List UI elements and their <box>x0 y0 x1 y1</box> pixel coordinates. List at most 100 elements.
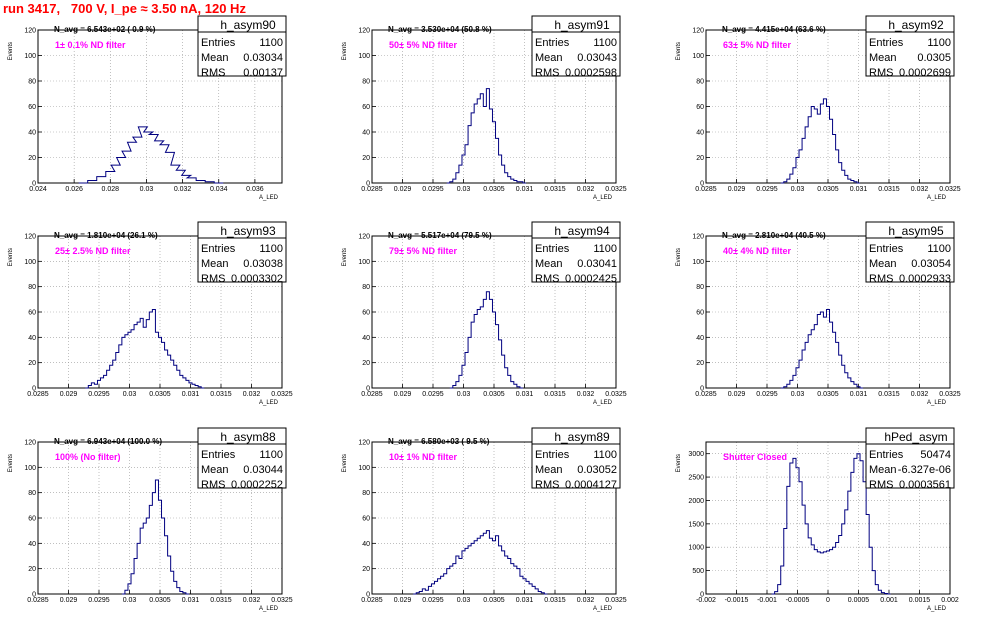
stats-title: h_asym91 <box>554 18 610 32</box>
stats-box-frame <box>531 221 621 283</box>
y-tick-label: 80 <box>362 79 370 86</box>
stats-box: h_asym88 Entries 1100 Mean 0.03044 RMS 0.00022… <box>197 427 287 491</box>
stats-key: Entries <box>201 449 236 461</box>
x-tick-label: 0.032 <box>174 186 192 193</box>
x-tick-label: 0.03 <box>457 186 471 193</box>
y-axis-title: Events <box>342 248 348 266</box>
x-axis-title: A_LED <box>593 606 613 612</box>
x-tick-label: 0.0315 <box>544 597 566 604</box>
x-tick-label: 0.0315 <box>210 597 232 604</box>
panel-h_asym90: 0.024 0.026 0.028 0.03 0.032 0.034 0.036 0 20 40 6… <box>8 15 287 201</box>
stats-key: Entries <box>535 37 570 49</box>
stats-title: h_asym93 <box>220 224 276 238</box>
y-tick-label: 80 <box>362 284 370 291</box>
stats-key: RMS <box>535 273 559 285</box>
x-tick-label: 0.002 <box>941 597 959 604</box>
y-tick-label: 20 <box>28 566 36 573</box>
stats-box-frame <box>531 427 621 489</box>
stats-value: 0.0002425 <box>565 273 617 285</box>
x-tick-label: 0.026 <box>65 186 83 193</box>
navg-label: N_avg = 6.580e+03 ( 9.5 %) <box>388 437 490 446</box>
y-tick-label: 40 <box>696 130 704 137</box>
y-tick-label: 0 <box>366 592 370 599</box>
y-tick-label: 100 <box>358 465 370 472</box>
x-tick-label: 0.0305 <box>483 186 505 193</box>
y-tick-label: 40 <box>696 335 704 342</box>
x-axis-title: A_LED <box>927 606 947 612</box>
stats-box: h_asym90 Entries 1100 Mean 0.03034 RMS 0.00137 <box>197 15 287 79</box>
x-tick-label: 0.036 <box>246 186 264 193</box>
y-tick-label: 0 <box>366 386 370 393</box>
x-tick-label: 0.0305 <box>483 391 505 398</box>
stats-key: Mean <box>535 464 563 476</box>
stats-key: Entries <box>869 449 904 461</box>
x-tick-label: 0.031 <box>850 391 868 398</box>
navg-label: N_avg = 6.543e+02 ( 0.9 %) <box>54 25 156 34</box>
stats-key: RMS <box>535 479 559 491</box>
stats-key: Mean <box>869 464 897 476</box>
y-tick-label: 0 <box>700 181 704 188</box>
y-tick-label: 80 <box>28 284 36 291</box>
y-tick-label: 40 <box>28 130 36 137</box>
y-tick-label: 120 <box>24 28 36 35</box>
x-tick-label: -0.001 <box>757 597 777 604</box>
histogram-line <box>780 308 864 389</box>
x-tick-label: 0.0325 <box>605 391 627 398</box>
stats-box: h_asym95 Entries 1100 Mean 0.03054 RMS 0.00029… <box>865 221 955 285</box>
stats-box: h_asym89 Entries 1100 Mean 0.03052 RMS 0.00041… <box>531 427 621 491</box>
x-tick-label: 0.031 <box>182 597 200 604</box>
x-tick-label: 0.0295 <box>756 186 778 193</box>
stats-value: 1100 <box>593 449 617 461</box>
stats-value: 0.0003302 <box>231 273 283 285</box>
stats-box-frame <box>197 427 287 489</box>
histogram-line <box>121 479 189 595</box>
x-tick-label: 0.031 <box>516 597 534 604</box>
y-tick-label: 1500 <box>688 521 704 528</box>
stats-key: Entries <box>535 243 570 255</box>
x-tick-label: -0.0005 <box>786 597 810 604</box>
y-tick-label: 100 <box>358 259 370 266</box>
stats-value: 0.0004127 <box>565 479 617 491</box>
y-tick-label: 60 <box>696 310 704 317</box>
panel-h_asym92: 0.0285 0.029 0.0295 0.03 0.0305 0.031 0.0315 0.… <box>676 15 961 201</box>
y-tick-label: 120 <box>358 234 370 241</box>
y-tick-label: 500 <box>692 568 704 575</box>
filter-label: 40± 4% ND filter <box>723 246 791 256</box>
stats-key: Mean <box>535 258 563 270</box>
x-tick-label: 0.029 <box>394 186 412 193</box>
y-axis-title: Events <box>676 248 682 266</box>
y-tick-label: 20 <box>28 155 36 162</box>
y-tick-label: 60 <box>28 104 36 111</box>
y-tick-label: 0 <box>32 592 36 599</box>
x-tick-label: 0.0315 <box>544 391 566 398</box>
filter-label: 25± 2.5% ND filter <box>55 246 131 256</box>
stats-key: RMS <box>869 479 893 491</box>
y-tick-label: 1000 <box>688 545 704 552</box>
y-tick-label: 60 <box>362 104 370 111</box>
x-tick-label: 0 <box>826 597 830 604</box>
x-tick-label: 0.0305 <box>817 186 839 193</box>
stats-value: 1100 <box>927 37 951 49</box>
y-tick-label: 60 <box>696 104 704 111</box>
y-tick-label: 3000 <box>688 451 704 458</box>
y-tick-label: 0 <box>32 386 36 393</box>
filter-label: 79± 5% ND filter <box>389 246 457 256</box>
y-tick-label: 100 <box>24 465 36 472</box>
x-tick-label: 0.0295 <box>88 391 110 398</box>
y-tick-label: 80 <box>28 79 36 86</box>
y-tick-label: 120 <box>358 28 370 35</box>
stats-key: RMS <box>869 67 893 79</box>
y-tick-label: 60 <box>362 516 370 523</box>
stats-value: 0.0305 <box>917 52 951 64</box>
y-tick-label: 100 <box>358 53 370 60</box>
x-tick-label: 0.0005 <box>848 597 870 604</box>
stats-box-frame <box>197 15 287 77</box>
y-tick-label: 0 <box>366 181 370 188</box>
y-tick-label: 60 <box>28 310 36 317</box>
y-tick-label: 0 <box>700 386 704 393</box>
y-tick-label: 60 <box>362 310 370 317</box>
y-axis-title: Events <box>342 454 348 472</box>
x-tick-label: 0.0315 <box>878 186 900 193</box>
y-tick-label: 80 <box>362 490 370 497</box>
stats-box: h_asym93 Entries 1100 Mean 0.03038 RMS 0.00033… <box>197 221 287 285</box>
